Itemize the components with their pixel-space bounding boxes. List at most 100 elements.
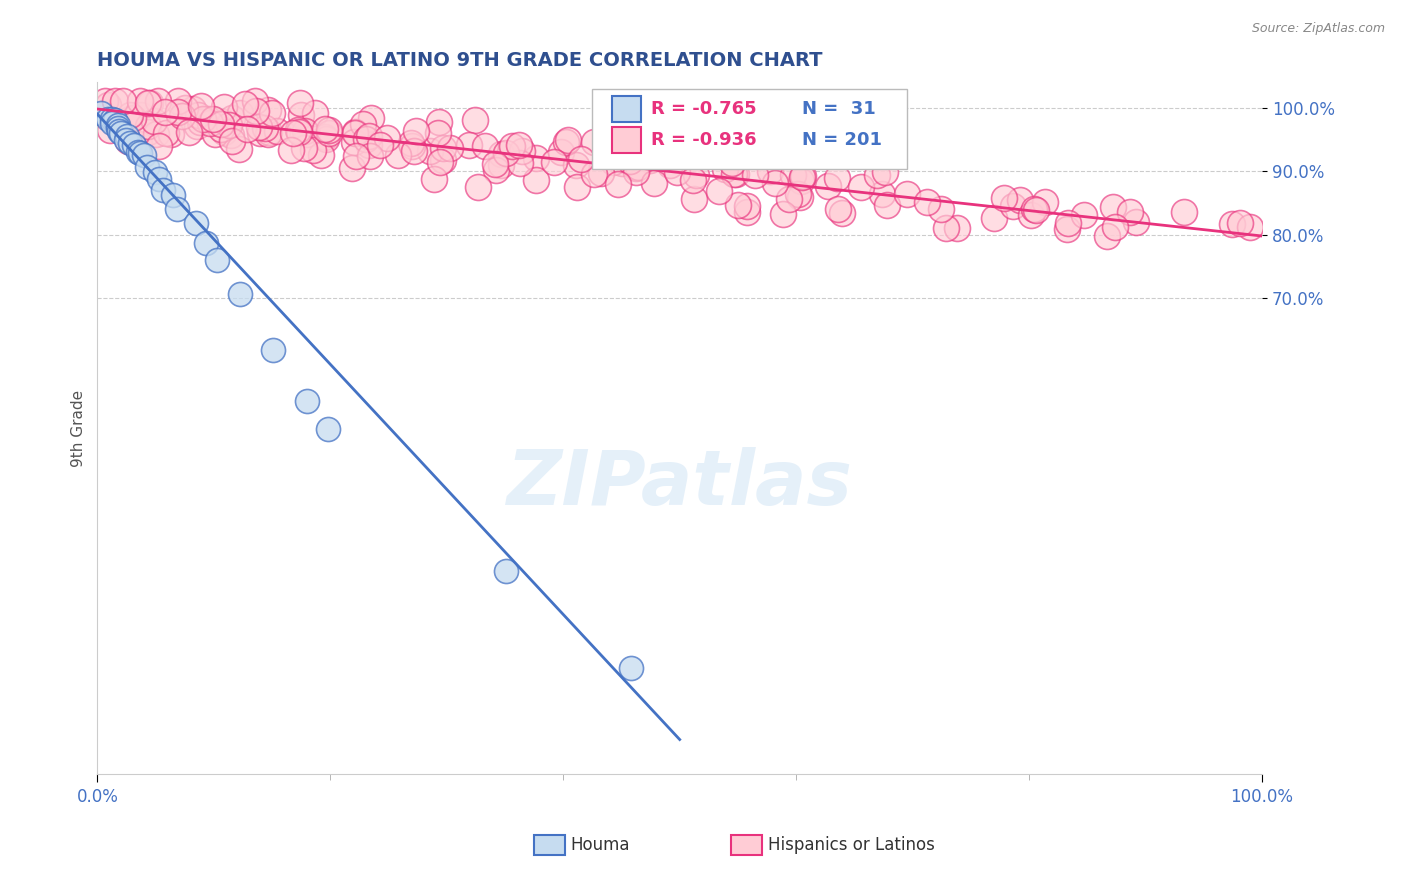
Point	[281, 126, 304, 140]
Point	[1229, 216, 1251, 230]
Point	[501, 139, 523, 153]
Point	[352, 117, 374, 131]
Point	[343, 125, 366, 139]
Point	[789, 190, 811, 204]
Point	[1239, 219, 1261, 234]
Point	[866, 168, 889, 182]
Point	[659, 158, 682, 172]
Point	[110, 126, 132, 140]
Point	[457, 137, 479, 152]
Point	[243, 95, 266, 109]
Point	[259, 125, 281, 139]
Point	[643, 176, 665, 190]
Text: HOUMA VS HISPANIC OR LATINO 9TH GRADE CORRELATION CHART: HOUMA VS HISPANIC OR LATINO 9TH GRADE CO…	[97, 51, 823, 70]
Point	[97, 98, 120, 112]
Point	[638, 153, 661, 168]
Point	[709, 185, 731, 199]
Point	[419, 145, 441, 159]
Point	[94, 95, 117, 109]
Point	[290, 108, 312, 122]
Point	[344, 149, 367, 163]
Point	[218, 118, 240, 132]
Point	[582, 136, 605, 150]
Point	[198, 116, 221, 130]
Point	[484, 157, 506, 171]
Point	[727, 198, 749, 212]
Point	[221, 111, 243, 125]
Point	[257, 127, 280, 141]
Point	[315, 131, 337, 145]
Point	[876, 198, 898, 212]
Point	[778, 192, 800, 206]
Point	[682, 173, 704, 187]
Point	[122, 112, 145, 126]
Point	[129, 95, 152, 109]
Point	[190, 99, 212, 113]
Text: N =  31: N = 31	[801, 100, 876, 119]
Point	[723, 167, 745, 181]
Point	[402, 144, 425, 158]
Point	[602, 154, 624, 169]
Point	[129, 107, 152, 121]
Point	[510, 144, 533, 158]
Point	[827, 202, 849, 217]
Point	[228, 106, 250, 120]
FancyBboxPatch shape	[612, 96, 641, 122]
Point	[311, 148, 333, 162]
Point	[360, 112, 382, 126]
Point	[619, 147, 641, 161]
Point	[135, 161, 157, 175]
FancyBboxPatch shape	[612, 127, 641, 153]
Point	[201, 112, 224, 126]
Point	[214, 100, 236, 114]
Point	[626, 165, 648, 179]
Text: ZIPatlas: ZIPatlas	[506, 447, 852, 521]
Point	[655, 148, 678, 162]
Point	[104, 112, 127, 127]
Text: Hispanics or Latinos: Hispanics or Latinos	[768, 836, 935, 854]
Point	[111, 95, 134, 109]
Point	[509, 155, 531, 169]
Point	[875, 165, 897, 179]
Point	[737, 199, 759, 213]
Point	[209, 122, 232, 136]
Point	[132, 148, 155, 162]
Point	[620, 661, 643, 675]
Point	[1019, 208, 1042, 222]
Point	[375, 131, 398, 145]
Point	[524, 151, 547, 165]
Point	[292, 141, 315, 155]
Point	[432, 141, 454, 155]
Point	[229, 287, 252, 301]
Point	[1118, 205, 1140, 219]
Point	[399, 136, 422, 150]
Point	[1033, 195, 1056, 210]
Point	[181, 102, 204, 116]
Point	[314, 130, 336, 145]
Point	[464, 112, 486, 127]
Point	[236, 121, 259, 136]
Point	[204, 128, 226, 142]
Point	[439, 141, 461, 155]
Point	[160, 127, 183, 141]
Point	[790, 174, 813, 188]
Point	[831, 206, 853, 220]
Point	[262, 343, 284, 358]
Point	[343, 126, 366, 140]
Point	[314, 121, 336, 136]
Point	[786, 186, 808, 201]
Point	[190, 115, 212, 129]
Point	[685, 168, 707, 182]
Point	[792, 169, 814, 184]
Point	[666, 165, 689, 179]
Point	[136, 124, 159, 138]
Point	[98, 123, 121, 137]
Point	[782, 168, 804, 182]
Point	[557, 133, 579, 147]
Point	[209, 117, 232, 131]
Point	[108, 124, 131, 138]
Point	[683, 192, 706, 206]
Point	[495, 564, 517, 578]
Y-axis label: 9th Grade: 9th Grade	[72, 390, 86, 467]
Point	[1056, 222, 1078, 236]
